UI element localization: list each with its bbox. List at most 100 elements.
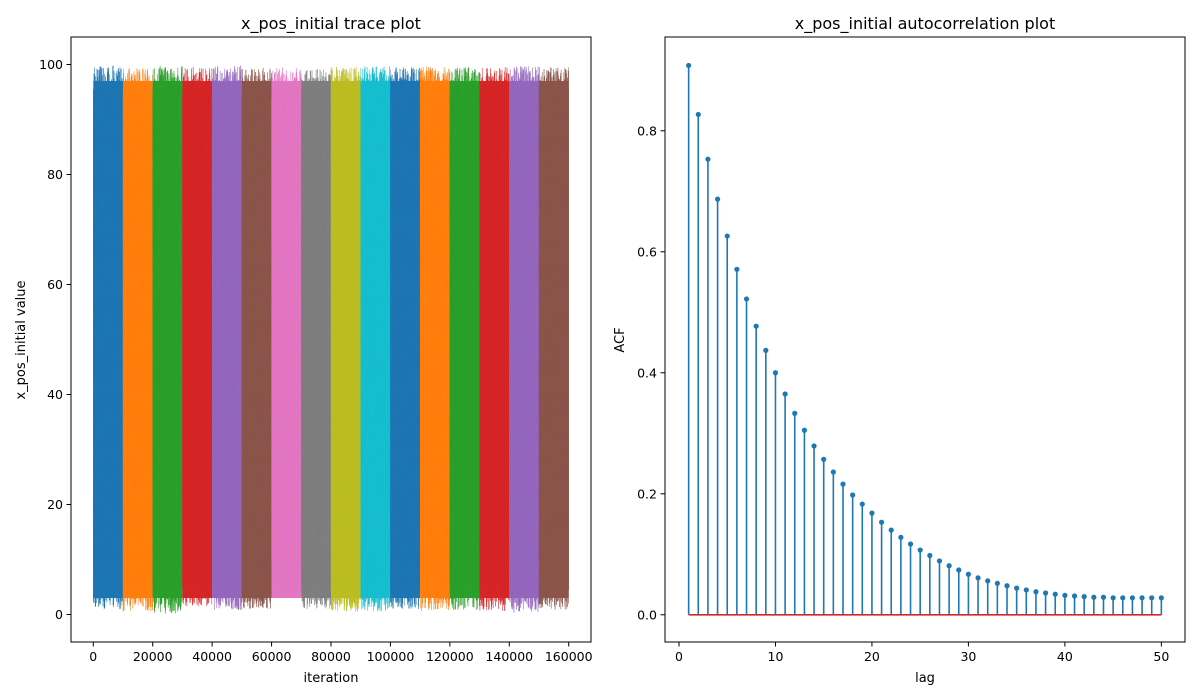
acf-stem-marker bbox=[1071, 593, 1078, 599]
trace-y-tick-label: 100 bbox=[39, 57, 63, 72]
acf-stem-marker bbox=[1110, 595, 1116, 601]
acf-stem-marker bbox=[927, 552, 933, 559]
trace-series-line bbox=[360, 66, 391, 612]
acf-stem-marker bbox=[743, 296, 750, 302]
trace-y-ticks: 0 20 40 60 80 100 bbox=[39, 57, 71, 622]
acf-stem-marker bbox=[1158, 595, 1164, 601]
acf-stem-marker bbox=[714, 196, 721, 202]
trace-series-line bbox=[122, 68, 153, 612]
acf-stem-marker bbox=[1091, 594, 1097, 600]
trace-y-tick-label: 80 bbox=[47, 167, 63, 182]
acf-stem-marker bbox=[1014, 585, 1020, 591]
acf-stem-marker bbox=[1033, 589, 1039, 595]
acf-plot-frame bbox=[664, 36, 1186, 643]
acf-stem-marker bbox=[840, 481, 846, 487]
acf-stem-marker bbox=[850, 492, 856, 498]
trace-series-line bbox=[93, 65, 124, 609]
acf-stem-marker bbox=[734, 266, 740, 272]
trace-plot-title: x_pos_initial trace plot bbox=[241, 14, 421, 34]
acf-stem-marker bbox=[888, 527, 894, 533]
trace-x-axis-label: iteration bbox=[304, 671, 359, 686]
acf-y-tick-label: 0.4 bbox=[637, 365, 657, 380]
acf-stem-marker bbox=[772, 370, 779, 376]
acf-stems-group bbox=[686, 62, 1164, 616]
acf-stem-marker bbox=[811, 443, 817, 449]
trace-x-tick-label: 100000 bbox=[367, 649, 415, 664]
trace-series-line bbox=[152, 66, 183, 614]
acf-stem-marker bbox=[975, 575, 981, 581]
acf-stem-marker bbox=[956, 567, 962, 573]
trace-y-tick-label: 40 bbox=[47, 387, 63, 402]
acf-x-axis-label: lag bbox=[915, 671, 935, 686]
acf-stem-marker bbox=[705, 156, 711, 162]
acf-stem-marker bbox=[1042, 590, 1049, 596]
trace-y-tick-label: 60 bbox=[47, 277, 63, 292]
acf-stem-marker bbox=[985, 578, 991, 584]
trace-y-axis-label: x_pos_initial value bbox=[14, 280, 29, 399]
acf-stem-marker bbox=[830, 469, 836, 475]
acf-x-tick-label: 20 bbox=[864, 649, 880, 664]
trace-series-line bbox=[182, 67, 213, 607]
acf-y-axis-label: ACF bbox=[613, 327, 628, 352]
acf-x-tick-label: 50 bbox=[1153, 649, 1169, 664]
trace-series-line bbox=[509, 66, 540, 613]
acf-x-tick-label: 40 bbox=[1057, 649, 1073, 664]
acf-y-tick-label: 0.6 bbox=[637, 244, 657, 259]
trace-series-line bbox=[390, 67, 421, 609]
acf-stem-marker bbox=[1100, 594, 1107, 600]
acf-stem-marker bbox=[898, 534, 904, 540]
trace-x-tick-label: 80000 bbox=[311, 649, 351, 664]
acf-stem-marker bbox=[821, 456, 827, 462]
acf-stem-marker bbox=[878, 519, 885, 525]
acf-stem-marker bbox=[686, 62, 692, 69]
acf-stem-marker bbox=[907, 541, 914, 547]
acf-stem-marker bbox=[1004, 583, 1010, 589]
trace-series-line bbox=[241, 67, 272, 609]
acf-y-tick-label: 0.2 bbox=[637, 486, 657, 501]
acf-stem-marker bbox=[994, 580, 1000, 586]
acf-plot-title: x_pos_initial autocorrelation plot bbox=[795, 14, 1055, 34]
acf-stem-marker bbox=[1120, 595, 1126, 601]
trace-series-line bbox=[538, 67, 569, 610]
trace-series-line bbox=[449, 67, 480, 610]
acf-stem-marker bbox=[801, 427, 808, 433]
trace-x-tick-label: 20000 bbox=[133, 649, 173, 664]
trace-x-tick-label: 0 bbox=[89, 649, 97, 664]
trace-x-tick-label: 140000 bbox=[485, 649, 533, 664]
trace-series-line bbox=[419, 66, 451, 612]
acf-stem-marker bbox=[1139, 595, 1145, 601]
acf-stem-marker bbox=[936, 558, 943, 564]
acf-stem-marker bbox=[965, 571, 972, 577]
trace-series-line bbox=[211, 65, 243, 611]
acf-stem-marker bbox=[1062, 592, 1068, 599]
acf-stem-marker bbox=[695, 111, 701, 118]
acf-y-ticks: 0.0 0.2 0.4 0.6 0.8 bbox=[637, 123, 665, 622]
acf-x-tick-label: 0 bbox=[675, 649, 683, 664]
acf-stem-marker bbox=[1129, 595, 1136, 601]
trace-plot-panel: 0 20000 40000 60000 80000 100000 120000 140000 1… bbox=[14, 14, 593, 686]
trace-y-tick-label: 0 bbox=[55, 607, 63, 622]
trace-series-group bbox=[93, 65, 569, 614]
acf-stem-marker bbox=[763, 347, 769, 353]
trace-x-tick-label: 60000 bbox=[252, 649, 292, 664]
trace-series-line bbox=[479, 67, 510, 611]
trace-series-line bbox=[301, 69, 332, 609]
acf-stem-marker bbox=[782, 391, 788, 397]
acf-stem-marker bbox=[753, 323, 759, 329]
acf-y-tick-label: 0.0 bbox=[637, 607, 657, 622]
acf-stem-marker bbox=[869, 510, 875, 516]
acf-x-tick-label: 30 bbox=[960, 649, 976, 664]
trace-x-ticks: 0 20000 40000 60000 80000 100000 120000 140000 1… bbox=[89, 642, 593, 664]
trace-series-line bbox=[271, 67, 302, 598]
acf-x-ticks: 0 10 20 30 40 50 bbox=[675, 642, 1169, 664]
trace-x-tick-label: 120000 bbox=[426, 649, 474, 664]
acf-y-tick-label: 0.8 bbox=[637, 123, 657, 138]
acf-stem-marker bbox=[1023, 587, 1029, 593]
acf-stem-marker bbox=[1052, 591, 1058, 597]
trace-y-tick-label: 20 bbox=[47, 497, 63, 512]
acf-stem-marker bbox=[1081, 594, 1087, 600]
acf-plot-panel: 0 10 20 30 40 50 0.0 0.2 0.4 0.6 0.8 x_pos_initia… bbox=[613, 14, 1186, 686]
acf-stem-marker bbox=[792, 410, 798, 416]
acf-stem-marker bbox=[946, 563, 952, 569]
